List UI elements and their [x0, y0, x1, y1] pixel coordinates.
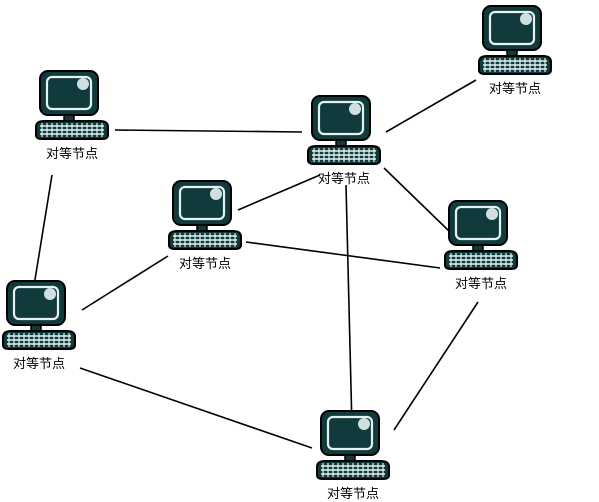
peer-node: 对等节点	[163, 179, 247, 272]
peer-node: 对等节点	[302, 94, 386, 187]
edge	[246, 242, 440, 268]
node-label: 对等节点	[311, 483, 395, 502]
edge	[394, 302, 478, 430]
node-label: 对等节点	[0, 353, 81, 372]
node-label: 对等节点	[473, 78, 557, 97]
node-label: 对等节点	[30, 143, 114, 162]
edge	[80, 368, 312, 448]
peer-node: 对等节点	[311, 409, 395, 502]
edge	[82, 256, 168, 310]
computer-icon	[311, 409, 395, 481]
node-label: 对等节点	[163, 253, 247, 272]
computer-icon	[302, 94, 386, 166]
peer-node: 对等节点	[0, 279, 81, 372]
computer-icon	[0, 279, 81, 351]
computer-icon	[473, 4, 557, 76]
edge	[115, 130, 302, 132]
node-label: 对等节点	[302, 168, 386, 187]
peer-node: 对等节点	[473, 4, 557, 97]
edge	[386, 80, 476, 132]
edge	[346, 185, 352, 428]
computer-icon	[30, 69, 114, 141]
computer-icon	[439, 199, 523, 271]
node-label: 对等节点	[439, 273, 523, 292]
network-diagram: 对等节点 对等节点 对等节点	[0, 0, 599, 500]
peer-node: 对等节点	[30, 69, 114, 162]
peer-node: 对等节点	[439, 199, 523, 292]
computer-icon	[163, 179, 247, 251]
